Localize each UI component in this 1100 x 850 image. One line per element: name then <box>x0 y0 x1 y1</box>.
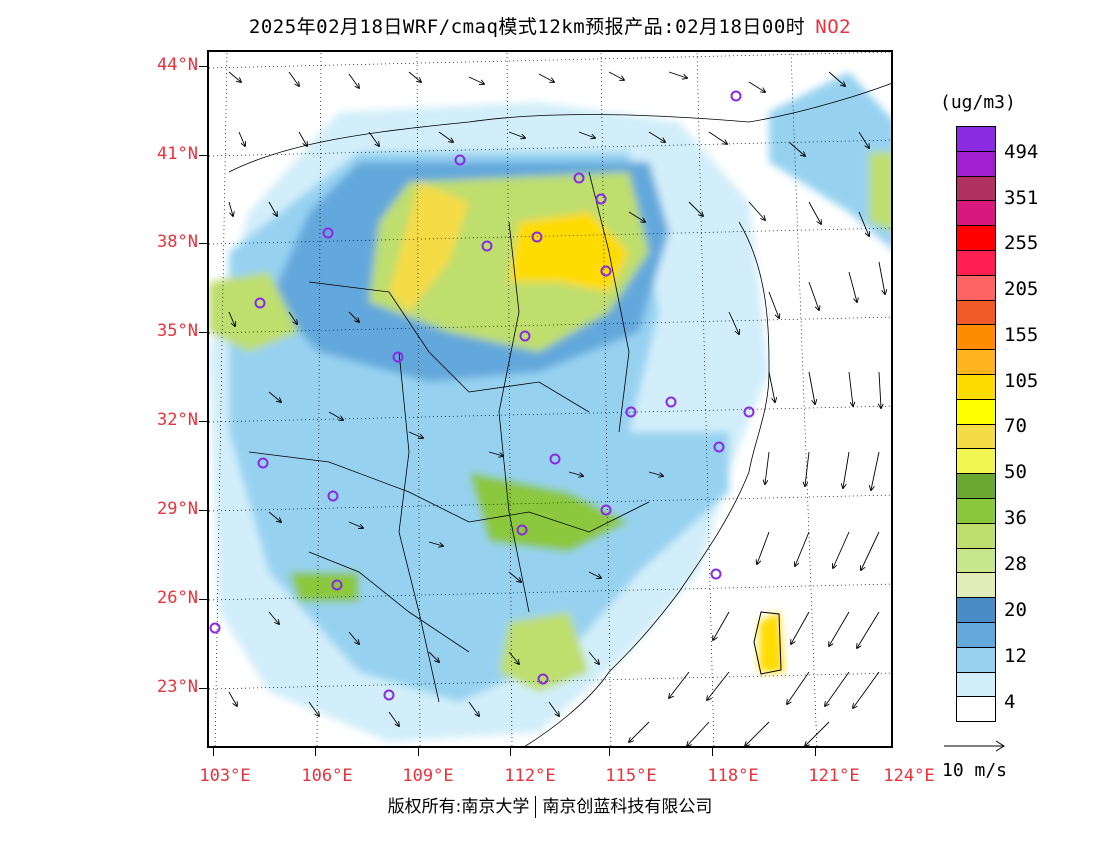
colorbar-swatch <box>957 598 995 623</box>
lat-tick <box>199 332 207 333</box>
map-title: 2025年02月18日WRF/cmaq模式12km预报产品:02月18日00时 N… <box>0 12 1100 39</box>
lat-label: 29°N <box>157 499 198 519</box>
colorbar-label: 494 <box>1004 141 1039 163</box>
lon-tick <box>609 748 610 756</box>
colorbar-swatch <box>957 697 995 721</box>
lat-tick <box>199 155 207 156</box>
taiwan-outline <box>753 611 782 675</box>
pollutant-name: NO2 <box>815 16 852 38</box>
colorbar-label: 351 <box>1004 187 1039 209</box>
lat-label: 44°N <box>157 55 198 75</box>
lat-label: 23°N <box>157 677 198 697</box>
colorbar-label: 50 <box>1004 461 1027 483</box>
lat-tick <box>199 66 207 67</box>
lat-label: 38°N <box>157 232 198 252</box>
colorbar-label: 70 <box>1004 415 1027 437</box>
colorbar-label: 155 <box>1004 324 1039 346</box>
colorbar-swatch <box>957 399 995 425</box>
colorbar-swatch <box>957 672 995 698</box>
wind-scale-label: 10 m/s <box>942 760 1008 781</box>
graticule <box>209 52 891 746</box>
lon-label: 109°E <box>402 766 454 786</box>
footer-divider <box>535 796 537 818</box>
colorbar <box>956 126 996 722</box>
colorbar-label: 105 <box>1004 370 1039 392</box>
colorbar-swatch <box>957 151 995 177</box>
legend-unit: (ug/m3) <box>940 92 1016 113</box>
copyright-company: 南京创蓝科技有限公司 <box>542 797 713 817</box>
lat-tick <box>199 510 207 511</box>
colorbar-swatch <box>957 498 995 524</box>
colorbar-swatch <box>957 275 995 301</box>
colorbar-swatch <box>957 127 995 152</box>
wind-vectors <box>228 71 885 746</box>
colorbar-label: 205 <box>1004 278 1039 300</box>
lon-tick <box>815 748 816 756</box>
lat-label: 32°N <box>157 410 198 430</box>
copyright-owner: 版权所有:南京大学 <box>387 797 530 817</box>
lon-label: 106°E <box>301 766 353 786</box>
colorbar-swatch <box>957 201 995 227</box>
colorbar-swatch <box>957 647 995 673</box>
lon-tick <box>315 748 316 756</box>
lat-label: 35°N <box>157 321 198 341</box>
lon-label: 112°E <box>504 766 556 786</box>
lat-tick <box>199 599 207 600</box>
colorbar-swatch <box>957 573 995 599</box>
colorbar-swatch <box>957 622 995 648</box>
lat-label: 41°N <box>157 144 198 164</box>
lon-label: 121°E <box>808 766 860 786</box>
colorbar-swatch <box>957 523 995 549</box>
city-markers <box>209 90 755 701</box>
lon-label: 103°E <box>199 766 251 786</box>
colorbar-swatch <box>957 300 995 326</box>
map-canvas <box>209 52 891 746</box>
colorbar-label: 4 <box>1004 691 1016 713</box>
province-boundaries <box>228 83 891 746</box>
lon-tick <box>213 748 214 756</box>
lon-tick <box>418 748 419 756</box>
title-text: 2025年02月18日WRF/cmaq模式12km预报产品:02月18日00时 <box>248 16 806 38</box>
colorbar-label: 36 <box>1004 507 1027 529</box>
colorbar-swatch <box>957 325 995 351</box>
colorbar-label: 28 <box>1004 553 1027 575</box>
colorbar-label: 20 <box>1004 599 1027 621</box>
lon-label: 115°E <box>605 766 657 786</box>
copyright-footer: 版权所有:南京大学 南京创蓝科技有限公司 <box>0 792 1100 818</box>
forecast-map[interactable] <box>207 50 893 748</box>
concentration-field <box>209 72 891 742</box>
colorbar-swatch <box>957 548 995 574</box>
lat-tick <box>199 688 207 689</box>
lat-tick <box>199 421 207 422</box>
lon-label: 118°E <box>707 766 759 786</box>
colorbar-swatch <box>957 226 995 251</box>
colorbar-swatch <box>957 474 995 499</box>
wind-scale-arrow <box>944 740 1005 752</box>
lon-tick <box>510 748 511 756</box>
colorbar-swatch <box>957 424 995 450</box>
colorbar-label: 12 <box>1004 645 1027 667</box>
colorbar-swatch <box>957 374 995 400</box>
colorbar-swatch <box>957 176 995 202</box>
lon-label: 124°E <box>883 766 935 786</box>
colorbar-swatch <box>957 350 995 375</box>
colorbar-swatch <box>957 449 995 475</box>
colorbar-label: 255 <box>1004 232 1039 254</box>
lat-label: 26°N <box>157 588 198 608</box>
colorbar-swatch <box>957 250 995 276</box>
lon-tick <box>712 748 713 756</box>
lat-tick <box>199 243 207 244</box>
